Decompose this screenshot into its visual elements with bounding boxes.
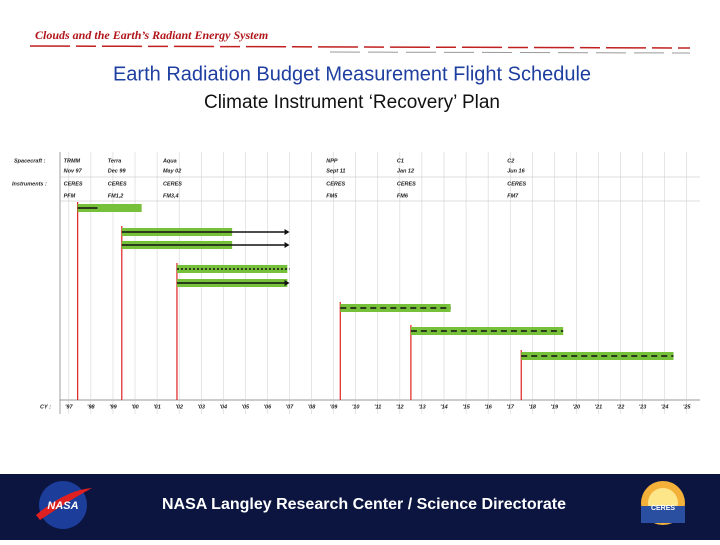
- x-tick-label: '07: [286, 404, 294, 410]
- schedule-bar: [77, 204, 142, 212]
- x-tick-label: '15: [462, 404, 470, 410]
- x-tick-label: '23: [639, 404, 646, 410]
- x-tick-label: '09: [330, 404, 338, 410]
- x-tick-label: '21: [595, 404, 602, 410]
- instrument: CERES: [507, 181, 526, 187]
- x-tick-label: '99: [109, 404, 117, 410]
- models: FM1,2: [108, 193, 124, 199]
- instrument: CERES: [64, 181, 83, 187]
- x-tick-label: '98: [87, 404, 95, 410]
- models: FM7: [507, 193, 519, 199]
- arrow-head: [284, 242, 290, 248]
- row-label: Instruments :: [12, 181, 47, 187]
- nasa-logo: NASA: [36, 481, 92, 529]
- launch-date: Jan 12: [397, 168, 414, 174]
- spacecraft: C2: [507, 158, 514, 164]
- x-tick-label: '19: [551, 404, 559, 410]
- models: PFM: [64, 193, 76, 199]
- launch-date: Dec 99: [108, 168, 127, 174]
- x-tick-label: '18: [529, 404, 537, 410]
- schedule-bar: [176, 265, 288, 273]
- x-tick-label: '06: [264, 404, 272, 410]
- x-tick-label: '20: [573, 404, 580, 410]
- x-tick-label: '02: [175, 404, 182, 410]
- x-tick-label: '25: [683, 404, 691, 410]
- schedule-chart: Spacecraft : Instruments : CY : '97 '98 '99 '0…: [12, 152, 700, 414]
- spacecraft: C1: [397, 158, 404, 164]
- x-tick-label: '24: [661, 404, 668, 410]
- models: FM3,4: [163, 193, 179, 199]
- launch-date: May 02: [163, 168, 181, 174]
- launch-date: Sept 11: [326, 168, 345, 174]
- decor-line: [29, 45, 691, 49]
- spacecraft: TRMM: [64, 158, 81, 164]
- subtitle: Climate Instrument ‘Recovery’ Plan: [204, 92, 500, 113]
- x-tick-label: '10: [352, 404, 359, 410]
- instrument: CERES: [108, 181, 127, 187]
- x-tick-label: '08: [308, 404, 316, 410]
- spacecraft: Terra: [108, 158, 122, 164]
- arrow-head: [284, 229, 290, 235]
- models: FM6: [397, 193, 409, 199]
- schedule-bar: [410, 327, 564, 335]
- footer-text: NASA Langley Research Center / Science D…: [162, 496, 566, 513]
- x-tick-label: '00: [131, 404, 138, 410]
- x-tick-label: '17: [506, 404, 514, 410]
- x-tick-label: '01: [153, 404, 160, 410]
- row-label: CY :: [40, 404, 51, 410]
- program-title: Clouds and the Earth’s Radiant Energy Sy…: [35, 28, 268, 42]
- launch-date: Jun 16: [507, 168, 525, 174]
- spacecraft: Aqua: [162, 158, 177, 164]
- ceres-logo: CERES: [641, 481, 685, 525]
- x-tick-label: '05: [242, 404, 250, 410]
- x-tick-label: '97: [65, 404, 73, 410]
- arrow-head: [284, 280, 290, 286]
- decor-line: [329, 51, 691, 54]
- x-tick-label: '22: [617, 404, 624, 410]
- instrument: CERES: [326, 181, 345, 187]
- ceres-logo-text: CERES: [651, 505, 675, 512]
- x-tick-label: '04: [220, 404, 227, 410]
- x-tick-label: '11: [374, 404, 381, 410]
- launch-date: Nov 97: [64, 168, 83, 174]
- schedule-bar: [521, 352, 674, 360]
- main-title: Earth Radiation Budget Measurement Fligh…: [113, 63, 591, 85]
- nasa-logo-text: NASA: [47, 500, 78, 512]
- x-tick-label: '03: [198, 404, 205, 410]
- instrument: CERES: [397, 181, 416, 187]
- x-tick-label: '16: [484, 404, 492, 410]
- x-tick-label: '13: [418, 404, 425, 410]
- row-label: Spacecraft :: [14, 158, 46, 164]
- instrument: CERES: [163, 181, 182, 187]
- x-tick-label: '12: [396, 404, 403, 410]
- x-tick-label: '14: [440, 404, 447, 410]
- footer-band: [0, 474, 720, 540]
- spacecraft: NPP: [326, 158, 338, 164]
- models: FM5: [326, 193, 338, 199]
